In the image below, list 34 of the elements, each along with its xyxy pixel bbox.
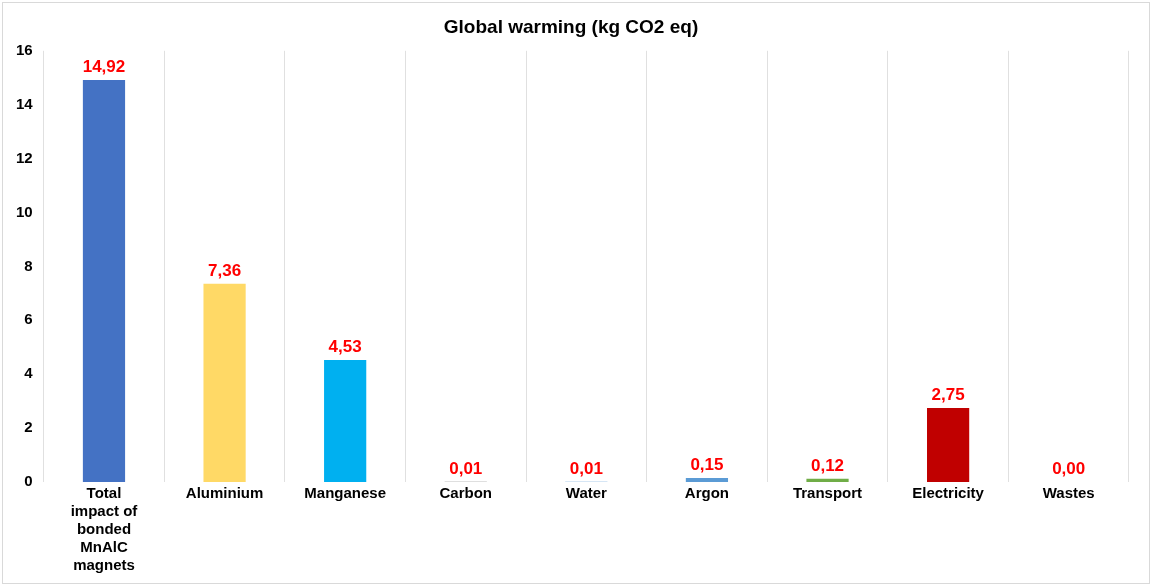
data-label: 0,12 bbox=[810, 455, 845, 475]
data-label: 0,01 bbox=[449, 458, 483, 478]
y-tick-label: 12 bbox=[16, 148, 33, 166]
bar bbox=[203, 283, 246, 482]
x-tick-label: Aluminium bbox=[185, 484, 264, 502]
x-tick-label: Water bbox=[565, 484, 608, 502]
bar bbox=[82, 79, 126, 482]
x-tick-label: Manganese bbox=[304, 484, 387, 502]
y-tick-label: 8 bbox=[24, 256, 33, 274]
bar bbox=[927, 407, 970, 482]
x-tick-label: Wastes bbox=[1042, 484, 1095, 502]
x-tick-label: Electricity bbox=[912, 484, 985, 502]
y-tick-label: 2 bbox=[24, 418, 33, 436]
bar bbox=[685, 477, 729, 482]
data-label: 0,00 bbox=[1052, 459, 1086, 479]
chart-title: Global warming (kg CO2 eq) bbox=[443, 15, 699, 37]
data-label: 0,01 bbox=[569, 458, 603, 478]
x-tick-label: Total impact of bonded MnAlC magnets bbox=[70, 484, 139, 574]
y-tick-label: 0 bbox=[24, 472, 33, 490]
data-label: 14,92 bbox=[82, 57, 126, 77]
data-label: 4,53 bbox=[328, 337, 362, 357]
y-tick-label: 6 bbox=[24, 310, 33, 328]
bar bbox=[324, 359, 367, 482]
data-label: 7,36 bbox=[208, 260, 242, 280]
data-label: 0,15 bbox=[690, 455, 724, 475]
y-tick-label: 16 bbox=[16, 40, 33, 58]
x-tick-label: Argon bbox=[684, 484, 730, 502]
y-tick-label: 4 bbox=[24, 364, 34, 382]
bar bbox=[806, 478, 849, 482]
x-tick-label: Carbon bbox=[439, 484, 492, 502]
y-tick-label: 14 bbox=[16, 94, 34, 112]
y-tick-label: 10 bbox=[16, 202, 33, 220]
data-label: 2,75 bbox=[931, 385, 965, 405]
x-tick-label: Transport bbox=[792, 484, 863, 502]
